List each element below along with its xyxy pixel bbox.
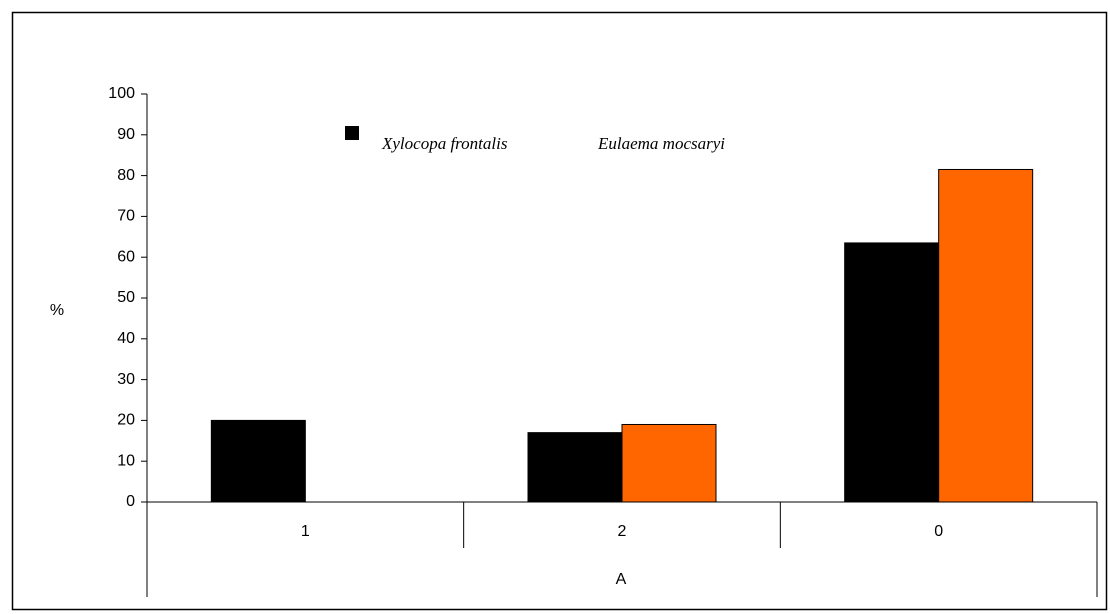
bar [621, 423, 717, 503]
y-tick-label: 100 [108, 85, 135, 102]
bar [210, 419, 306, 503]
legend-label: Eulaema mocsaryi [597, 134, 725, 153]
bar [844, 242, 940, 503]
y-tick-label: 90 [117, 126, 135, 143]
y-tick-label: 60 [117, 248, 135, 265]
y-tick-label: 70 [117, 208, 135, 225]
x-tick-label: 0 [934, 523, 943, 540]
bar [938, 168, 1034, 503]
bar [527, 432, 623, 503]
legend-label: Xylocopa frontalis [381, 134, 508, 153]
y-tick-label: 80 [117, 167, 135, 184]
y-tick-label: 50 [117, 289, 135, 306]
y-tick-label: 0 [126, 493, 135, 510]
y-axis-label: % [50, 302, 64, 319]
x-tick-label: 2 [618, 523, 627, 540]
legend-marker [345, 126, 359, 140]
y-tick-label: 20 [117, 412, 135, 429]
y-tick-label: 30 [117, 371, 135, 388]
y-tick-label: 10 [117, 452, 135, 469]
y-tick-label: 40 [117, 330, 135, 347]
x-tick-label: 1 [301, 523, 310, 540]
x-axis-label: A [616, 571, 627, 588]
